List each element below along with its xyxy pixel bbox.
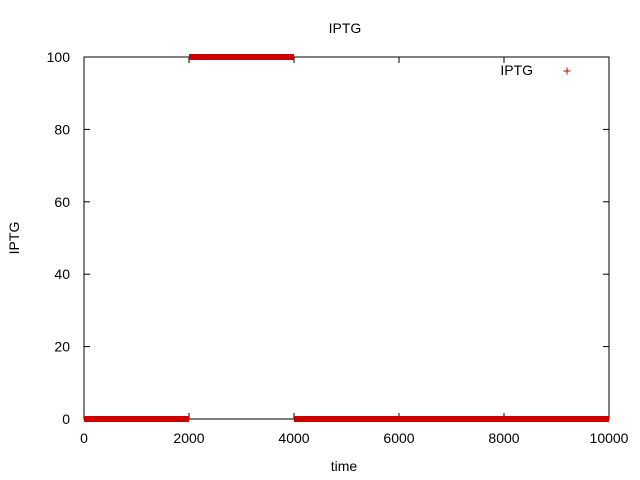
x-tick-label: 8000 <box>488 430 519 446</box>
data-point-run <box>294 416 609 422</box>
x-tick-label: 0 <box>80 430 88 446</box>
y-tick-label: 20 <box>54 339 70 355</box>
y-tick-label: 40 <box>54 266 70 282</box>
x-tick-label: 10000 <box>590 430 629 446</box>
legend: IPTG <box>500 62 571 78</box>
y-tick-label: 60 <box>54 194 70 210</box>
x-tick-label: 6000 <box>383 430 414 446</box>
y-tick-label: 80 <box>54 121 70 137</box>
legend-marker-iptg <box>563 67 571 75</box>
ticks-layer: 0 2000 4000 6000 8000 10000 0 20 40 60 80 100 <box>47 49 629 446</box>
y-tick-label: 100 <box>47 49 71 65</box>
y-tick-label: 0 <box>62 411 70 427</box>
y-axis-label: IPTG <box>6 222 22 255</box>
data-layer <box>84 54 609 422</box>
data-point-run <box>189 54 294 60</box>
x-tick-label: 2000 <box>173 430 204 446</box>
x-axis-label: time <box>331 458 358 474</box>
x-tick-label: 4000 <box>278 430 309 446</box>
series-iptg <box>84 54 609 422</box>
data-point-run <box>84 416 189 422</box>
legend-label-iptg: IPTG <box>500 62 533 78</box>
plot-frame <box>83 56 610 420</box>
chart-title: IPTG <box>329 20 362 36</box>
